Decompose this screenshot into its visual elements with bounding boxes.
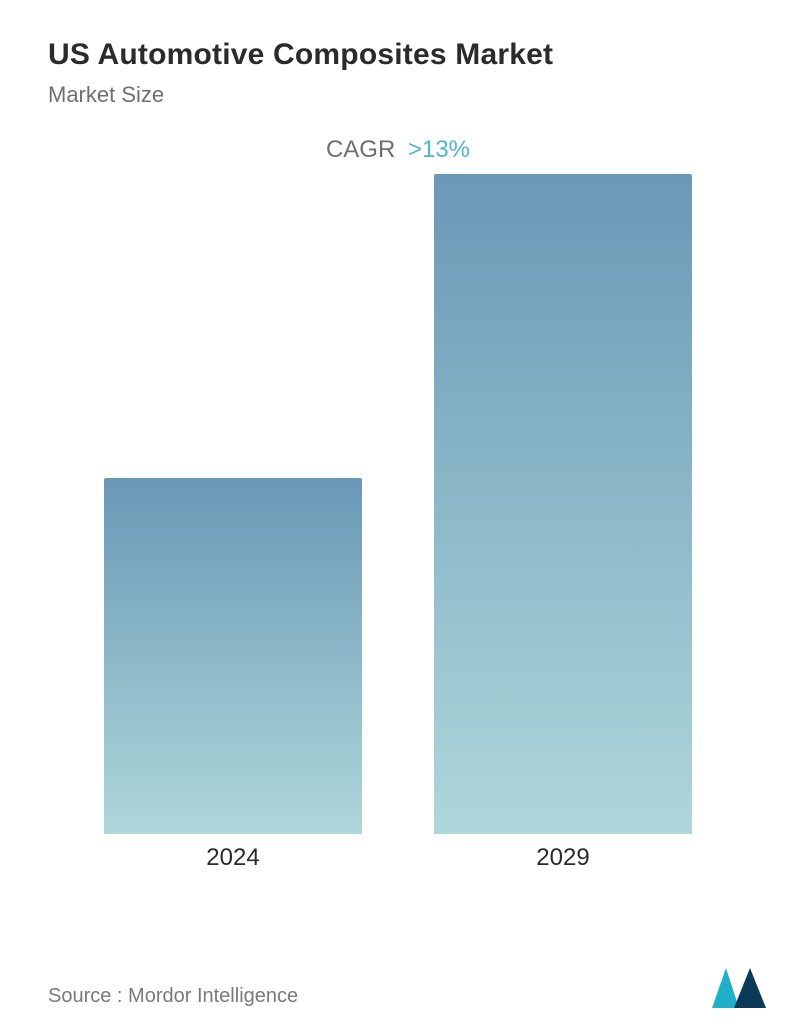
x-label-2024: 2024 xyxy=(104,844,362,894)
cagr-label: CAGR xyxy=(326,136,395,163)
cagr-value: >13% xyxy=(408,136,470,163)
bar-group xyxy=(48,174,748,834)
brand-logo-icon xyxy=(712,968,766,1008)
chart-container: US Automotive Composites Market Market S… xyxy=(0,0,796,1034)
x-axis-labels: 2024 2029 xyxy=(48,844,748,894)
cagr-row: CAGR >13% xyxy=(48,136,748,164)
chart-area: 2024 2029 xyxy=(48,174,748,894)
source-text: Source : Mordor Intelligence xyxy=(48,985,298,1008)
subtitle: Market Size xyxy=(48,82,748,108)
footer: Source : Mordor Intelligence xyxy=(48,968,766,1008)
bar-2029 xyxy=(434,174,692,834)
x-label-2029: 2029 xyxy=(434,844,692,894)
page-title: US Automotive Composites Market xyxy=(48,38,748,72)
bar-2024 xyxy=(104,478,362,834)
